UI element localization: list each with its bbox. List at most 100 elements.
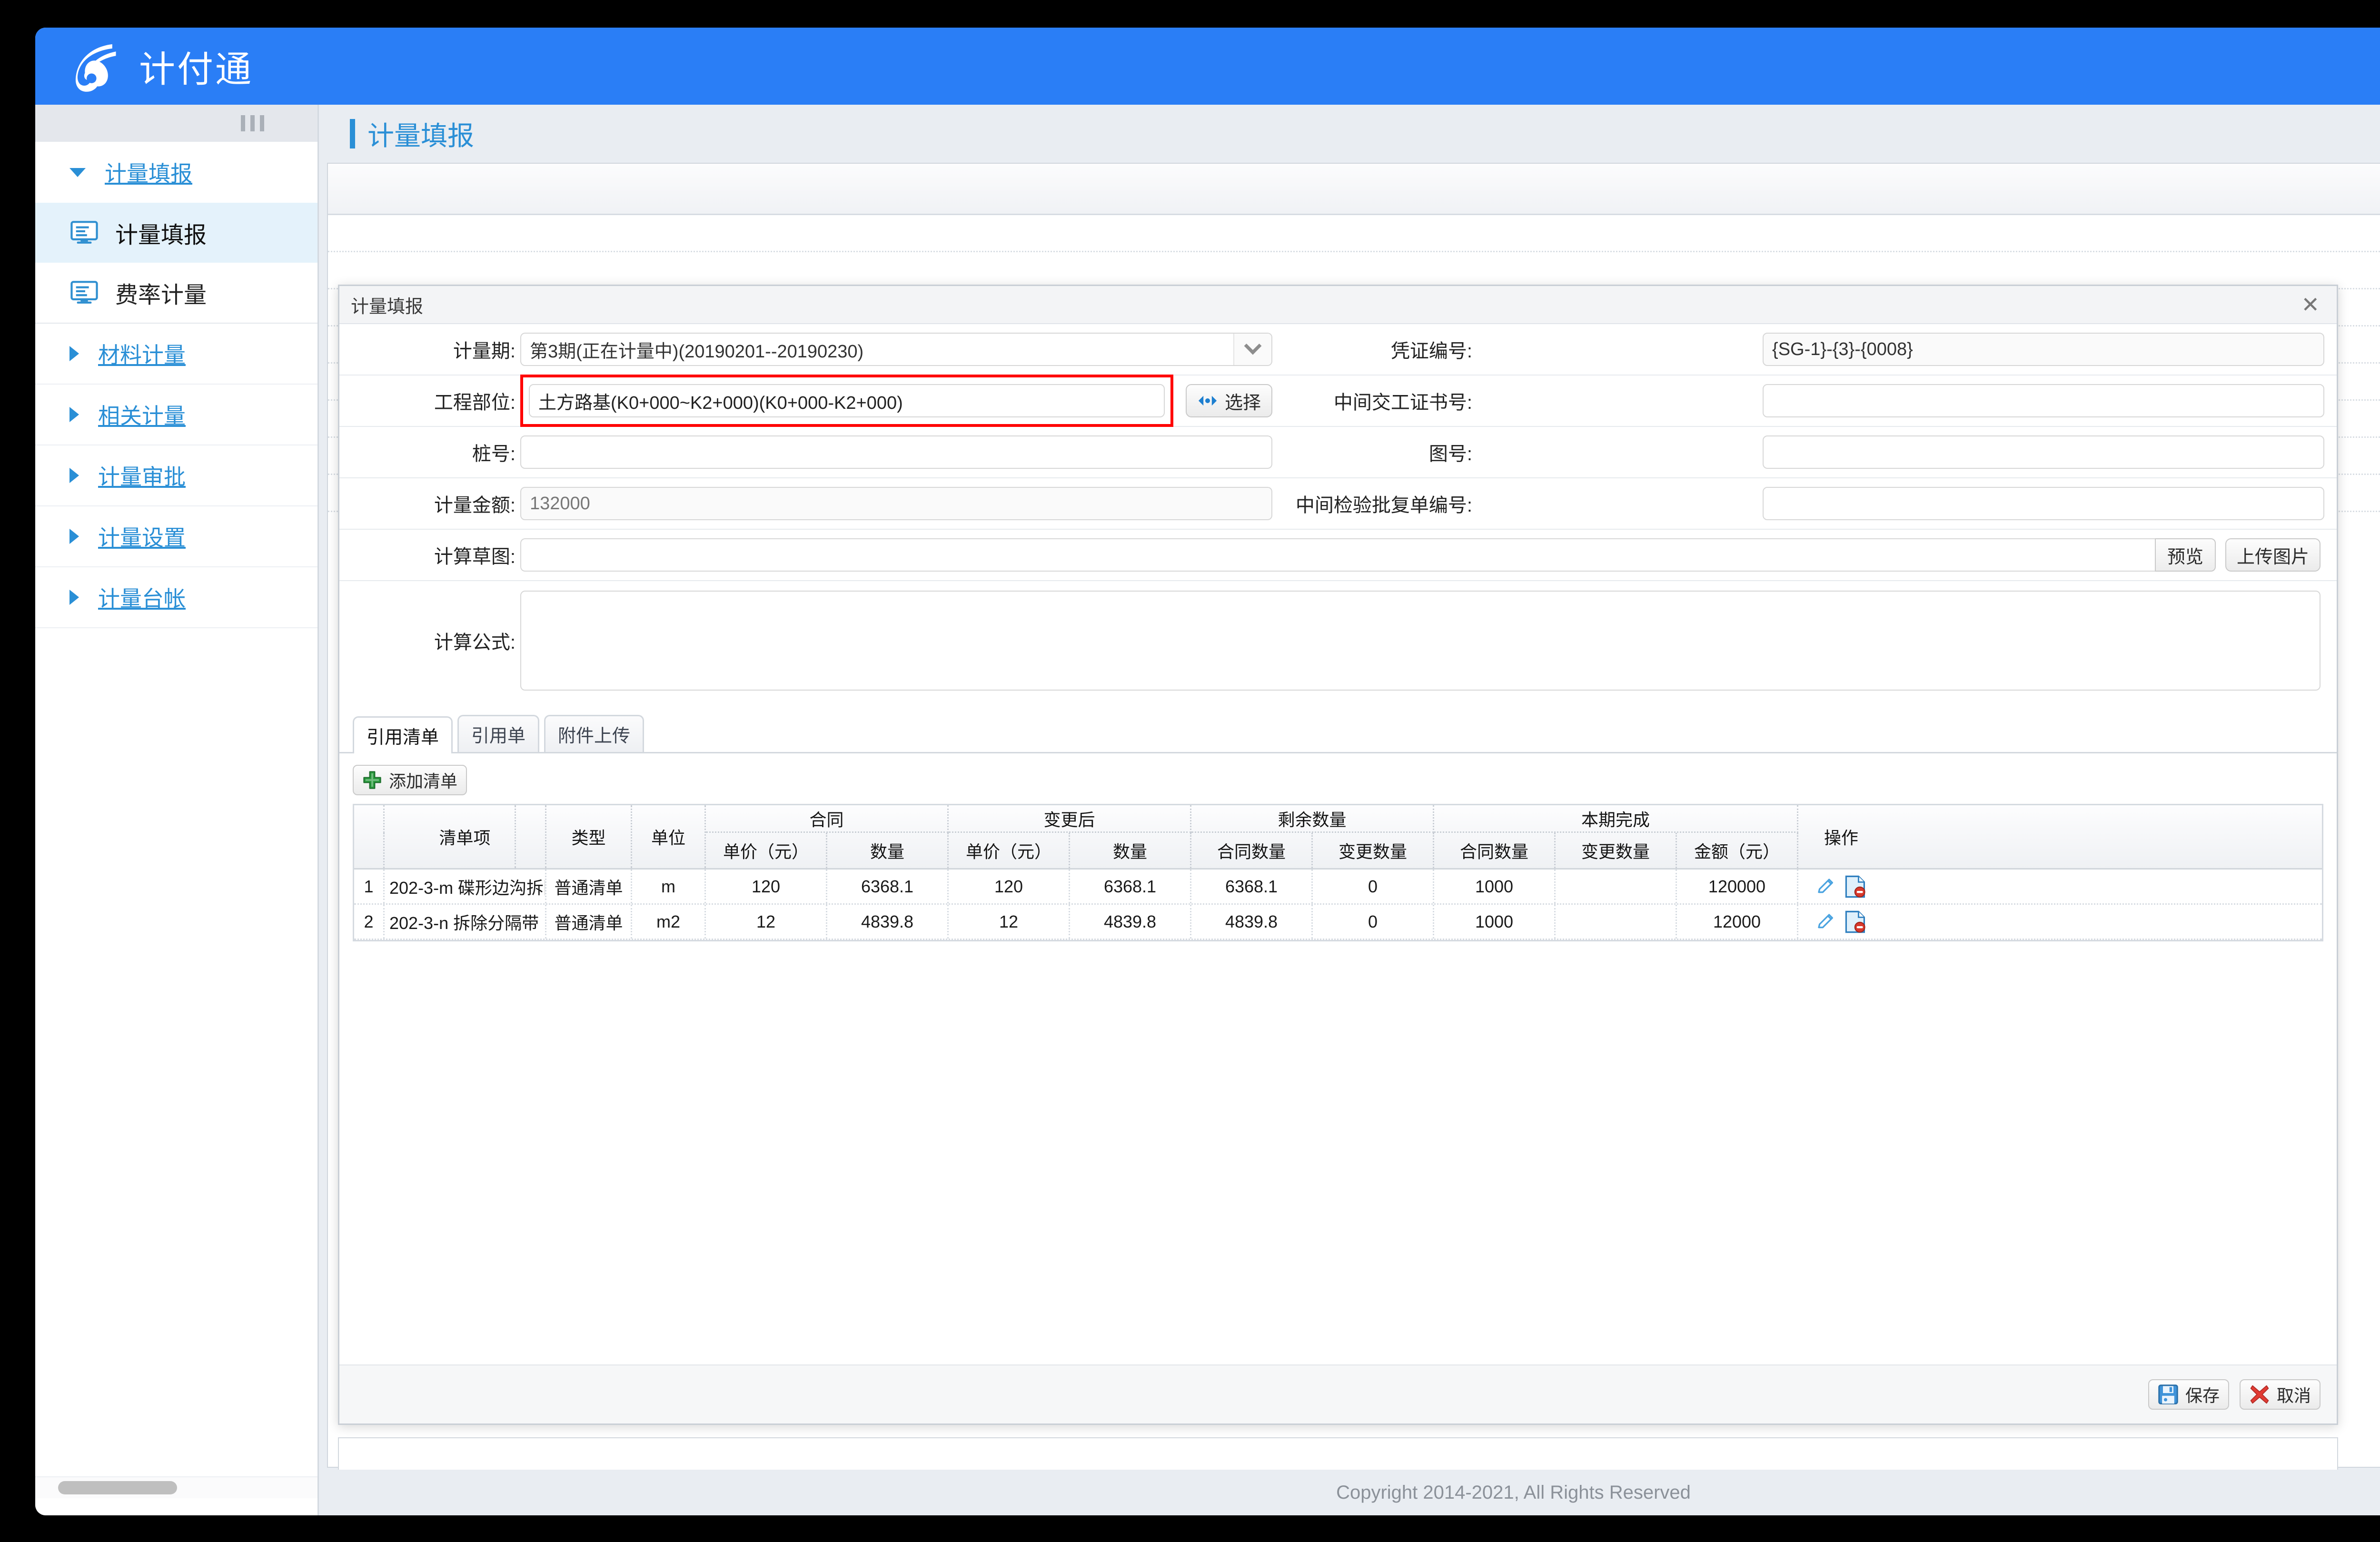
column-header-remain-contract-qty: 合同数量 bbox=[1191, 833, 1313, 868]
cert-input[interactable] bbox=[1763, 384, 2324, 417]
dialog-body: 计量期: 第3期(正在计量中)(20190201--20190230) 凭证编号… bbox=[339, 324, 2337, 1423]
cell-operations bbox=[1798, 905, 1884, 939]
tab-attachment-upload[interactable]: 附件上传 bbox=[544, 715, 645, 752]
sub-header-index bbox=[354, 833, 385, 868]
select-part-label: 选择 bbox=[1224, 393, 1261, 413]
part-field-cell: 土方路基(K0+000~K2+000)(K0+000-K2+000) 选择 bbox=[520, 375, 1272, 427]
grid-toolbar: 添加清单 bbox=[339, 753, 2337, 804]
sketch-input[interactable] bbox=[520, 538, 2155, 572]
preview-button[interactable]: 预览 bbox=[2154, 538, 2216, 572]
sidebar-group-label: 材料计量 bbox=[98, 343, 186, 367]
form-row-amount: 计量金额: 132000 中间检验批复单编号: bbox=[339, 478, 2337, 530]
sidebar-group-material-measure[interactable]: 材料计量 bbox=[35, 324, 317, 385]
sidebar-horizontal-scrollbar[interactable] bbox=[35, 1476, 317, 1498]
inspect-field-cell bbox=[1763, 478, 2324, 529]
period-field-cell: 第3期(正在计量中)(20190201--20190230) bbox=[520, 324, 1272, 375]
close-icon[interactable]: ✕ bbox=[2301, 292, 2320, 317]
app-header: 计付通 通知 管理员 bbox=[35, 28, 2380, 105]
cert-label: 中间交工证书号: bbox=[1333, 392, 1472, 413]
cell-period-contract-qty[interactable]: 1000 bbox=[1434, 870, 1556, 903]
sidebar-item-rate-measure[interactable]: 费率计量 bbox=[35, 263, 317, 323]
brand-title: 计付通 bbox=[139, 49, 253, 90]
cell-type: 普通清单 bbox=[546, 870, 632, 903]
column-header-contract-qty: 数量 bbox=[827, 833, 949, 868]
upload-image-button[interactable]: 上传图片 bbox=[2225, 538, 2320, 572]
pile-field-cell bbox=[520, 427, 1272, 477]
cell-changed-qty: 6368.1 bbox=[1070, 870, 1191, 903]
sidebar-group-measure-approval[interactable]: 计量审批 bbox=[35, 445, 317, 506]
sidebar-group-related-measure[interactable]: 相关计量 bbox=[35, 385, 317, 445]
collapse-bar-icon bbox=[260, 115, 264, 131]
sidebar-group-label: 计量审批 bbox=[98, 465, 186, 489]
cell-item: 202-3-n 拆除分隔带（台 bbox=[385, 905, 546, 939]
inspect-input[interactable] bbox=[1763, 487, 2324, 520]
pile-label: 桩号: bbox=[472, 444, 516, 465]
spacer bbox=[354, 805, 516, 868]
add-list-label: 添加清单 bbox=[389, 771, 458, 791]
form-row-formula: 计算公式: bbox=[339, 581, 2337, 700]
edit-row-button[interactable] bbox=[1816, 912, 1835, 931]
sidebar-group-measure-ledger[interactable]: 计量台帐 bbox=[35, 567, 317, 628]
dialog-title: 计量填报 bbox=[351, 297, 424, 317]
drawing-input[interactable] bbox=[1763, 435, 2324, 469]
sidebar-item-label: 计量填报 bbox=[115, 223, 207, 248]
sketch-label: 计算草图: bbox=[434, 546, 516, 567]
add-list-button[interactable]: 添加清单 bbox=[353, 765, 467, 795]
select-part-button[interactable]: 选择 bbox=[1185, 384, 1272, 417]
voucher-input[interactable]: {SG-1}-{3}-{0008} bbox=[1763, 333, 2324, 366]
cell-period-contract-qty[interactable]: 1000 bbox=[1434, 905, 1556, 939]
formula-textarea[interactable] bbox=[520, 591, 2320, 691]
row-hidden-cells bbox=[328, 215, 2380, 251]
column-header-remain-change-qty: 变更数量 bbox=[1313, 833, 1434, 868]
column-header-unit: 单位 bbox=[632, 805, 706, 868]
edit-row-button[interactable] bbox=[1816, 877, 1835, 896]
delete-row-button[interactable] bbox=[1845, 910, 1866, 933]
tab-quote-order[interactable]: 引用单 bbox=[457, 715, 540, 752]
grid-header: 合同 变更后 剩余数量 本期完成 清单项 类型 单位 单价（元） bbox=[354, 805, 2322, 870]
column-header-operation: 操作 bbox=[1824, 828, 1858, 848]
cell-unit: m bbox=[632, 870, 706, 903]
delete-row-button[interactable] bbox=[1845, 875, 1866, 898]
cell-period-change-qty[interactable] bbox=[1556, 870, 1677, 903]
period-select[interactable]: 第3期(正在计量中)(20190201--20190230) bbox=[520, 333, 1272, 366]
cell-changed-price: 120 bbox=[949, 870, 1070, 903]
footer: Copyright 2014-2021, All Rights Reserved bbox=[320, 1470, 2380, 1515]
amount-input[interactable]: 132000 bbox=[520, 487, 1272, 520]
column-header-changed-price: 单价（元） bbox=[949, 833, 1070, 868]
tab-quote-list[interactable]: 引用清单 bbox=[353, 716, 453, 753]
form-row-period: 计量期: 第3期(正在计量中)(20190201--20190230) 凭证编号… bbox=[339, 324, 2337, 376]
group-header-after-change: 变更后 bbox=[949, 805, 1191, 833]
table-row: 正在编辑 bbox=[328, 215, 2380, 252]
pile-input[interactable] bbox=[520, 435, 1272, 469]
measure-list-table: 状态 操作 正在编辑 正在编辑 正在编辑 正在编辑 正在编辑 正在编辑 bbox=[328, 164, 2380, 512]
cancel-button[interactable]: 取消 bbox=[2239, 1379, 2320, 1410]
plus-icon bbox=[363, 771, 381, 789]
page-title: 计量填报 bbox=[367, 120, 474, 151]
voucher-label: 凭证编号: bbox=[1390, 341, 1472, 362]
sidebar-collapse-toggle[interactable] bbox=[35, 105, 317, 142]
sidebar-item-measure-report[interactable]: 计量填报 bbox=[35, 203, 317, 263]
chevron-down-icon[interactable] bbox=[1233, 334, 1271, 365]
save-button[interactable]: 保存 bbox=[2148, 1379, 2229, 1410]
cell-remain-contract-qty: 4839.8 bbox=[1191, 905, 1313, 939]
formula-label: 计算公式: bbox=[434, 632, 516, 653]
part-input[interactable]: 土方路基(K0+000~K2+000)(K0+000-K2+000) bbox=[529, 384, 1165, 417]
scrollbar-thumb[interactable] bbox=[58, 1481, 177, 1494]
cell-period-amount: 12000 bbox=[1677, 905, 1798, 939]
cell-period-change-qty[interactable] bbox=[1556, 905, 1677, 939]
cell-contract-qty: 6368.1 bbox=[827, 870, 949, 903]
title-accent-bar bbox=[350, 119, 355, 148]
list-grid: 合同 变更后 剩余数量 本期完成 清单项 类型 单位 单价（元） bbox=[353, 804, 2323, 941]
cell-type: 普通清单 bbox=[546, 905, 632, 939]
form-row-part: 工程部位: 土方路基(K0+000~K2+000)(K0+000-K2+000) bbox=[339, 375, 2337, 427]
sidebar-group-label: 计量填报 bbox=[105, 161, 192, 186]
amount-field-cell: 132000 bbox=[520, 478, 1272, 529]
sidebar-group-measure-report[interactable]: 计量填报 bbox=[35, 142, 317, 203]
grid-row: 1 202-3-m 碟形边沟拆除 普通清单 m 120 6368.1 120 6368.1 63… bbox=[354, 870, 2322, 905]
drawing-field-cell bbox=[1763, 427, 2324, 477]
sketch-input-group: 预览 bbox=[520, 538, 2216, 572]
column-header-contract-price: 单价（元） bbox=[706, 833, 827, 868]
group-header-remaining: 剩余数量 bbox=[1191, 805, 1434, 833]
sidebar-group-measure-settings[interactable]: 计量设置 bbox=[35, 506, 317, 567]
